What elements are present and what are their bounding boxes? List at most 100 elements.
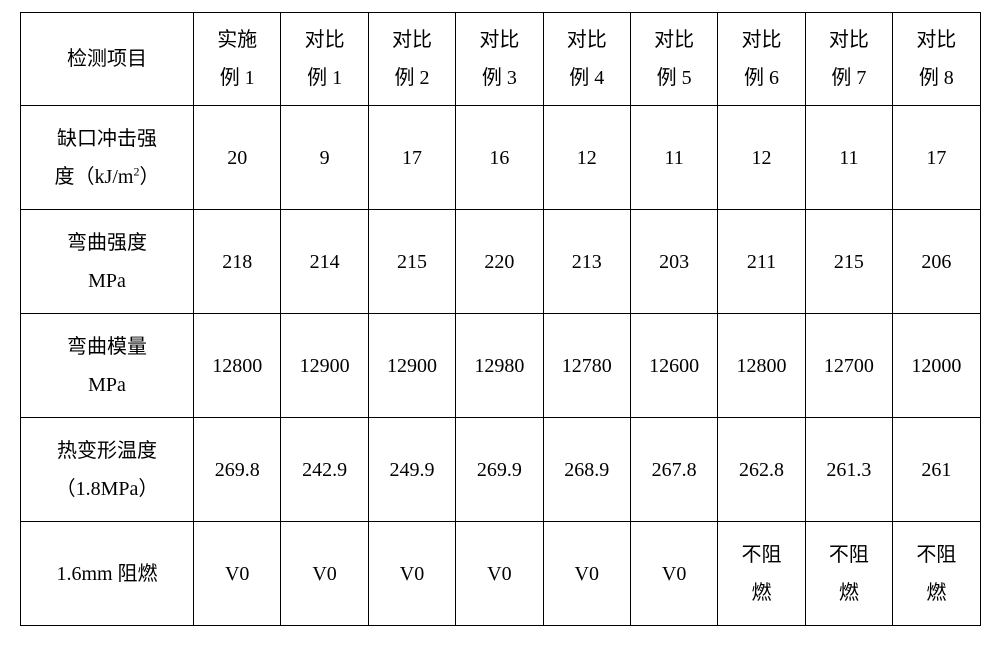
row-label-cell: 热变形温度 （1.8MPa） bbox=[21, 418, 194, 522]
data-cell: 268.9 bbox=[543, 418, 630, 522]
col-header-text: 对比 例 6 bbox=[742, 21, 782, 97]
data-value: V0 bbox=[575, 563, 599, 585]
data-cell: 11 bbox=[805, 106, 892, 210]
data-value: 12980 bbox=[474, 355, 524, 377]
data-value: V0 bbox=[662, 563, 686, 585]
header-label: 检测项目 bbox=[67, 40, 147, 78]
data-cell: 12 bbox=[543, 106, 630, 210]
data-value: 211 bbox=[747, 251, 776, 273]
data-cell: 12800 bbox=[718, 314, 805, 418]
col-header-text: 对比 例 8 bbox=[916, 21, 956, 97]
row-label-cell: 缺口冲击强 度（kJ/m2） bbox=[21, 106, 194, 210]
data-cell: 12980 bbox=[456, 314, 543, 418]
table-row: 弯曲模量 MPa 12800 12900 12900 12980 12780 12600 12… bbox=[21, 314, 981, 418]
data-cell: 242.9 bbox=[281, 418, 368, 522]
data-cell: 12600 bbox=[630, 314, 717, 418]
data-value: 12800 bbox=[212, 355, 262, 377]
data-cell: 215 bbox=[368, 210, 455, 314]
data-value: 215 bbox=[834, 251, 864, 273]
col-header: 对比 例 1 bbox=[281, 13, 368, 106]
data-cell: 12000 bbox=[893, 314, 980, 418]
data-value: 不阻 燃 bbox=[829, 544, 869, 604]
table-row: 弯曲强度 MPa 218 214 215 220 213 203 211 215 206 bbox=[21, 210, 981, 314]
row-label: 缺口冲击强 度（kJ/m2） bbox=[55, 128, 160, 188]
data-value: V0 bbox=[312, 563, 336, 585]
data-value: 11 bbox=[839, 147, 858, 169]
data-cell: 12700 bbox=[805, 314, 892, 418]
data-cell: 12900 bbox=[281, 314, 368, 418]
col-header: 对比 例 4 bbox=[543, 13, 630, 106]
row-label: 1.6mm 阻燃 bbox=[56, 563, 157, 585]
data-cell: V0 bbox=[194, 522, 281, 626]
col-header-text: 对比 例 1 bbox=[305, 21, 345, 97]
data-value: 261 bbox=[921, 459, 951, 481]
data-value: 12900 bbox=[300, 355, 350, 377]
data-cell: 12 bbox=[718, 106, 805, 210]
data-value: 268.9 bbox=[564, 459, 609, 481]
data-cell: 203 bbox=[630, 210, 717, 314]
data-value: 16 bbox=[489, 147, 509, 169]
data-value: 12 bbox=[752, 147, 772, 169]
data-cell: 269.9 bbox=[456, 418, 543, 522]
data-cell: 214 bbox=[281, 210, 368, 314]
data-cell: 17 bbox=[368, 106, 455, 210]
data-cell: V0 bbox=[543, 522, 630, 626]
data-value: V0 bbox=[225, 563, 249, 585]
data-cell: V0 bbox=[368, 522, 455, 626]
row-label: 热变形温度 （1.8MPa） bbox=[56, 440, 159, 500]
col-header: 对比 例 8 bbox=[893, 13, 980, 106]
table-header-row: 检测项目 实施 例 1 对比 例 1 对比 例 2 对比 例 3 对比 例 4 … bbox=[21, 13, 981, 106]
col-header: 对比 例 3 bbox=[456, 13, 543, 106]
data-value: 不阻 燃 bbox=[916, 544, 956, 604]
col-header-text: 实施 例 1 bbox=[217, 21, 257, 97]
data-value: 12800 bbox=[737, 355, 787, 377]
data-cell: V0 bbox=[456, 522, 543, 626]
header-label-cell: 检测项目 bbox=[21, 13, 194, 106]
row-label-cell: 弯曲模量 MPa bbox=[21, 314, 194, 418]
data-cell: 215 bbox=[805, 210, 892, 314]
data-cell: 9 bbox=[281, 106, 368, 210]
data-value: 203 bbox=[659, 251, 689, 273]
row-label: 弯曲模量 MPa bbox=[67, 336, 147, 396]
data-value: 20 bbox=[227, 147, 247, 169]
data-value: 12000 bbox=[911, 355, 961, 377]
data-value: 17 bbox=[926, 147, 946, 169]
data-value: V0 bbox=[487, 563, 511, 585]
data-value: 11 bbox=[665, 147, 684, 169]
data-value: 261.3 bbox=[826, 459, 871, 481]
col-header-text: 对比 例 3 bbox=[479, 21, 519, 97]
data-cell: 12900 bbox=[368, 314, 455, 418]
table-row: 缺口冲击强 度（kJ/m2）20917161211121117 bbox=[21, 106, 981, 210]
data-value: 249.9 bbox=[389, 459, 434, 481]
col-header: 对比 例 2 bbox=[368, 13, 455, 106]
data-cell: 16 bbox=[456, 106, 543, 210]
data-cell: 206 bbox=[893, 210, 980, 314]
data-cell: 262.8 bbox=[718, 418, 805, 522]
data-value: 12780 bbox=[562, 355, 612, 377]
data-value: 215 bbox=[397, 251, 427, 273]
data-cell: 不阻 燃 bbox=[805, 522, 892, 626]
row-label: 弯曲强度 MPa bbox=[67, 232, 147, 292]
data-value: 12700 bbox=[824, 355, 874, 377]
table-body: 缺口冲击强 度（kJ/m2）20917161211121117弯曲强度 MPa2… bbox=[21, 106, 981, 626]
data-cell: V0 bbox=[630, 522, 717, 626]
col-header-text: 对比 例 4 bbox=[567, 21, 607, 97]
data-cell: 261 bbox=[893, 418, 980, 522]
data-cell: 11 bbox=[630, 106, 717, 210]
data-cell: 218 bbox=[194, 210, 281, 314]
data-cell: 269.8 bbox=[194, 418, 281, 522]
data-value: 214 bbox=[310, 251, 340, 273]
data-cell: 20 bbox=[194, 106, 281, 210]
data-cell: 17 bbox=[893, 106, 980, 210]
data-value: 220 bbox=[484, 251, 514, 273]
data-cell: 267.8 bbox=[630, 418, 717, 522]
data-cell: 不阻 燃 bbox=[718, 522, 805, 626]
data-value: 12600 bbox=[649, 355, 699, 377]
col-header-text: 对比 例 7 bbox=[829, 21, 869, 97]
data-value: V0 bbox=[400, 563, 424, 585]
page: 检测项目 实施 例 1 对比 例 1 对比 例 2 对比 例 3 对比 例 4 … bbox=[0, 0, 1000, 669]
row-label-cell: 弯曲强度 MPa bbox=[21, 210, 194, 314]
data-cell: 213 bbox=[543, 210, 630, 314]
data-value: 269.8 bbox=[215, 459, 260, 481]
col-header: 对比 例 6 bbox=[718, 13, 805, 106]
